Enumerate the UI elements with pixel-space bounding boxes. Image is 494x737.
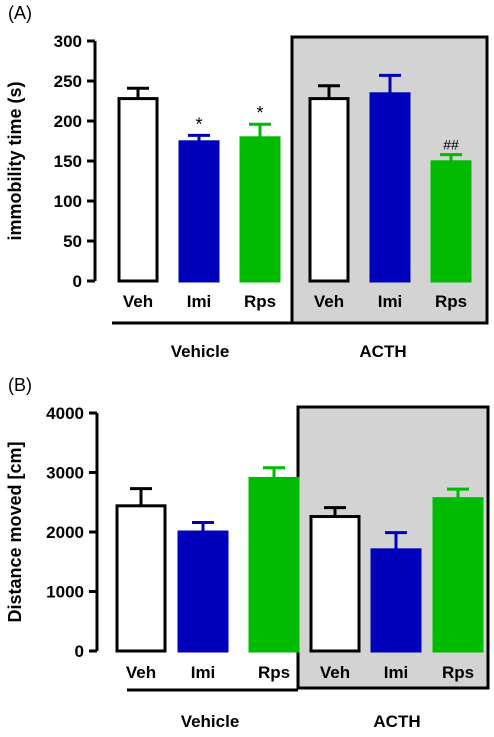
y-axis-label: immobility time (s) [5,81,25,240]
bar-imi [370,548,422,653]
category-label: Veh [320,663,350,682]
category-label: Rps [258,663,290,682]
significance-mark: * [195,114,202,134]
panel-a-chart: (A) 0 50 100 150 200 250 300 immobility time (s)… [5,3,489,361]
y-tick-label: 50 [63,232,82,251]
y-tick-label: 1000 [46,583,84,602]
group-label-vehicle: Vehicle [181,712,240,731]
bar-imi [177,530,229,653]
category-label: Rps [442,663,474,682]
y-tick-label: 200 [54,112,82,131]
y-tick-label: 4000 [46,404,84,423]
y-tick-label: 0 [73,272,82,291]
panel-label: (A) [8,3,32,23]
category-label: Veh [123,292,153,311]
y-tick-label: 250 [54,72,82,91]
y-tick-label: 100 [54,192,82,211]
bar-imi [369,92,411,283]
category-label: Imi [187,292,212,311]
y-tick-label: 300 [54,32,82,51]
significance-mark: * [256,103,263,123]
y-tick-label: 2000 [46,523,84,542]
bar-rps [248,476,300,653]
bar-veh [308,97,350,283]
group-label-acth: ACTH [373,712,420,731]
y-tick-label: 3000 [46,464,84,483]
panel-label: (B) [8,375,32,395]
bar-veh [117,97,159,283]
bar-imi [178,140,220,283]
category-label: Imi [191,663,216,682]
bar-rps [430,160,472,283]
group-label-vehicle: Vehicle [171,342,230,361]
y-tick-label: 150 [54,152,82,171]
y-axis-label: Distance moved [cm] [5,441,25,622]
bar-veh [309,515,361,653]
category-label: Rps [435,292,467,311]
bar-rps [432,497,484,653]
significance-mark: ## [443,137,459,153]
category-label: Veh [314,292,344,311]
panel-b-chart: (B) 0 1000 2000 3000 4000 Distance moved [cm] V… [5,375,490,731]
bar-rps [239,136,281,283]
category-label: Imi [378,292,403,311]
category-label: Veh [126,663,156,682]
category-label: Imi [384,663,409,682]
bar-veh [115,504,167,653]
category-label: Rps [244,292,276,311]
group-label-acth: ACTH [359,342,406,361]
y-tick-label: 0 [75,642,84,661]
